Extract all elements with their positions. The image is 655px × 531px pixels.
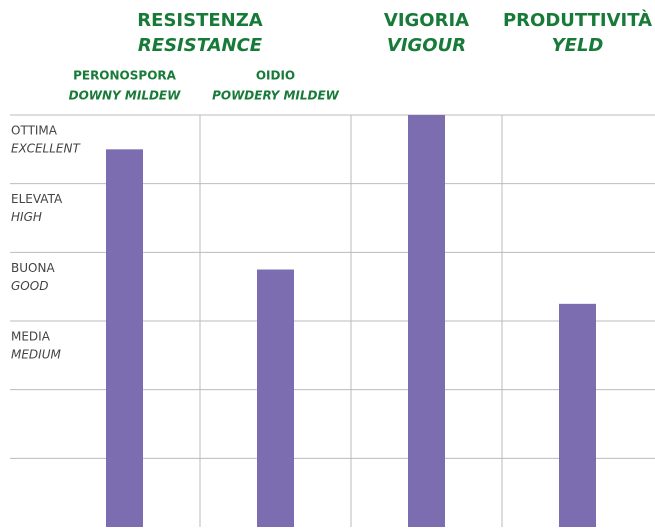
- level-sublabel: EXCELLENT: [11, 142, 81, 156]
- group-title: PRODUTTIVITÀ: [503, 9, 652, 31]
- level-label: OTTIMA: [11, 124, 58, 138]
- bar: [408, 115, 445, 527]
- bar: [257, 269, 294, 527]
- level-label: MEDIA: [11, 330, 51, 344]
- category-translation: DOWNY MILDEW: [69, 89, 182, 103]
- group-translation: YELD: [552, 35, 604, 56]
- level-sublabel: MEDIUM: [11, 348, 61, 362]
- group-translation: RESISTANCE: [138, 35, 263, 56]
- category-label: PERONOSPORA: [73, 69, 177, 83]
- bar: [559, 303, 596, 527]
- level-label: ELEVATA: [11, 192, 63, 206]
- group-title: VIGORIA: [384, 10, 469, 31]
- category-label: OIDIO: [256, 69, 295, 83]
- bar: [106, 149, 143, 528]
- level-sublabel: HIGH: [11, 210, 42, 224]
- level-label: BUONA: [11, 261, 55, 275]
- level-sublabel: GOOD: [11, 279, 48, 293]
- group-title: RESISTENZA: [137, 10, 262, 31]
- group-translation: VIGOUR: [387, 35, 466, 56]
- category-translation: POWDERY MILDEW: [212, 89, 340, 103]
